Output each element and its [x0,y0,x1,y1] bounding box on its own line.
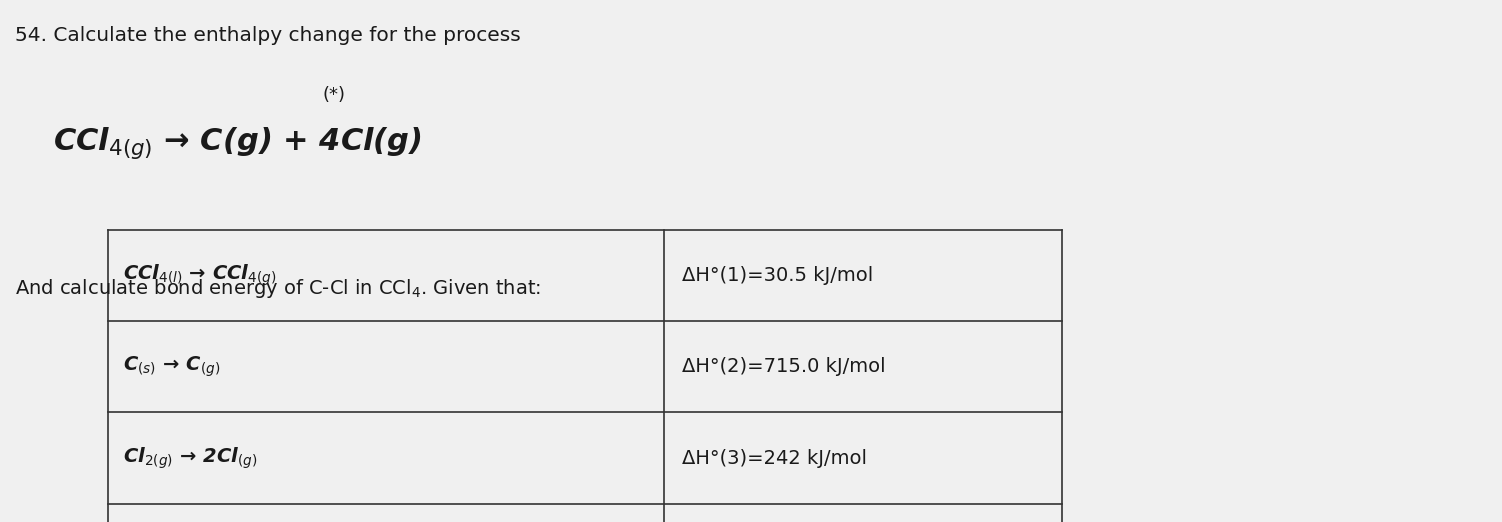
Text: And calculate bond energy of C-Cl in CCl$_4$. Given that:: And calculate bond energy of C-Cl in CCl… [15,277,541,300]
Text: 54. Calculate the enthalpy change for the process: 54. Calculate the enthalpy change for th… [15,26,521,45]
Text: ΔH°(1)=30.5 kJ/mol: ΔH°(1)=30.5 kJ/mol [682,266,873,285]
Text: CCl$_{4(l)}$ → CCl$_{4(g)}$: CCl$_{4(l)}$ → CCl$_{4(g)}$ [123,263,276,288]
Text: Cl$_{2(g)}$ → 2Cl$_{(g)}$: Cl$_{2(g)}$ → 2Cl$_{(g)}$ [123,445,258,471]
Text: CCl$_{4(g)}$ → C(g) + 4Cl(g): CCl$_{4(g)}$ → C(g) + 4Cl(g) [53,125,422,161]
Text: ΔH°(3)=242 kJ/mol: ΔH°(3)=242 kJ/mol [682,448,867,468]
Text: (*): (*) [323,87,345,104]
Text: C$_{(s)}$ → C$_{(g)}$: C$_{(s)}$ → C$_{(g)}$ [123,354,221,379]
Text: ΔH°(2)=715.0 kJ/mol: ΔH°(2)=715.0 kJ/mol [682,357,886,376]
